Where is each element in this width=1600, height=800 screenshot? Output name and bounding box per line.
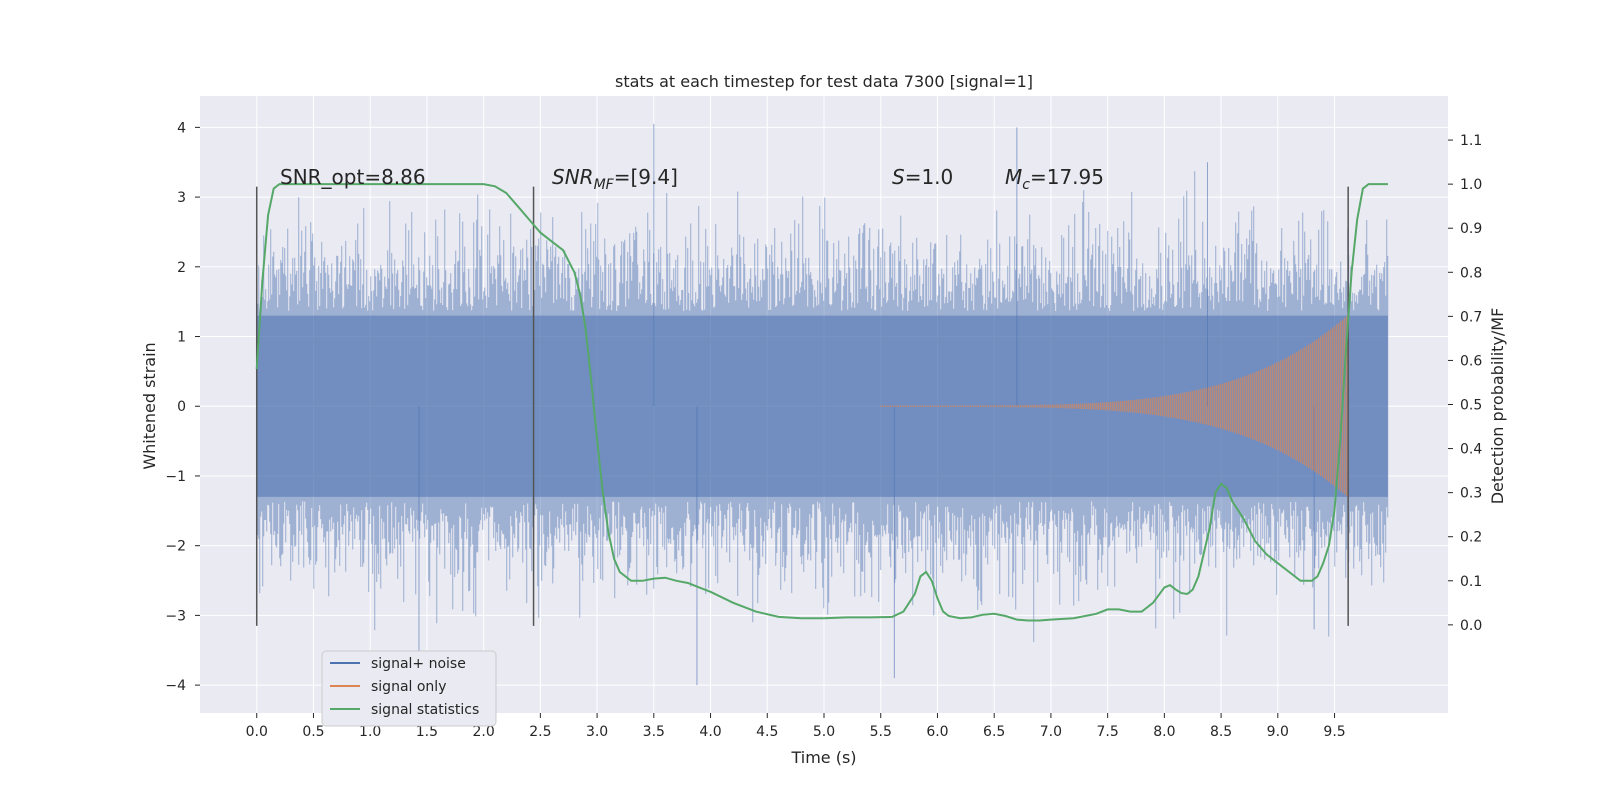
annotation-snr-mf-value: =[9.4] [614, 165, 678, 189]
y-right-tick-label: 0.5 [1460, 398, 1482, 414]
y-tick-label: −4 [165, 678, 186, 694]
annotation-snr-opt: SNR_opt=8.86 [280, 165, 426, 189]
y-right-tick-label: 0.6 [1460, 353, 1482, 369]
y-right-axis-label: Detection probability/MF [1488, 308, 1507, 505]
x-tick-label: 3.0 [586, 724, 608, 740]
series-signal-noise [256, 123, 1389, 686]
x-tick-label: 2.0 [473, 724, 495, 740]
x-tick-label: 7.0 [1040, 724, 1062, 740]
y-right-tick-label: 0.7 [1460, 309, 1482, 325]
y-right-tick-label: 0.4 [1460, 442, 1482, 458]
x-tick-label: 6.5 [983, 724, 1005, 740]
legend-label-signal-statistics: signal statistics [371, 702, 479, 718]
y-right-tick-label: 0.1 [1460, 574, 1482, 590]
y-right-tick-label: 0.9 [1460, 221, 1482, 237]
x-tick-label: 6.0 [926, 724, 948, 740]
annotation-s-main: S [892, 165, 905, 189]
y-tick-label: −1 [165, 469, 186, 485]
y-tick-label: 3 [177, 190, 186, 206]
y-tick-label: 2 [177, 260, 186, 276]
legend-label-signal-only: signal only [371, 679, 446, 695]
data-layer [255, 123, 1389, 686]
y-right-tick-label: 0.2 [1460, 530, 1482, 546]
annotation-snr-mf: SNRMF=[9.4] [552, 165, 678, 193]
x-tick-label: 0.5 [302, 724, 324, 740]
annotation-s-value: =1.0 [905, 165, 954, 189]
annotation-s: S=1.0 [892, 165, 953, 189]
x-tick-label: 1.5 [416, 724, 438, 740]
x-tick-label: 0.0 [246, 724, 268, 740]
x-tick-label: 8.5 [1210, 724, 1232, 740]
y-right-tick-label: 0.0 [1460, 618, 1482, 634]
x-tick-label: 4.5 [756, 724, 778, 740]
axes-layer: 0.0 0.5 1.0 1.5 2.0 2.5 3.0 3.5 4.0 4.5 5.0 5.5 6.0 6… [165, 120, 1482, 740]
y-right-tick-label: 1.0 [1460, 177, 1482, 193]
x-tick-label: 8.0 [1153, 724, 1175, 740]
chart-title: stats at each timestep for test data 730… [615, 72, 1033, 91]
y-tick-label: 1 [177, 330, 186, 346]
annotation-mc-sub: c [1022, 177, 1030, 193]
series-signal-only [880, 316, 1348, 497]
y-tick-label: 4 [177, 120, 186, 136]
y-tick-label: 0 [177, 399, 186, 415]
x-tick-label: 7.5 [1097, 724, 1119, 740]
x-tick-label: 1.0 [359, 724, 381, 740]
y-right-tick-label: 1.1 [1460, 133, 1482, 149]
x-tick-label: 4.0 [699, 724, 721, 740]
legend-box [321, 650, 497, 727]
annotation-snr-mf-main: SNR [552, 165, 594, 189]
x-tick-label: 5.0 [813, 724, 835, 740]
x-tick-label: 3.5 [643, 724, 665, 740]
series-signal-statistics [255, 183, 1388, 622]
annotation-mc-value: =17.95 [1030, 165, 1104, 189]
x-tick-label: 2.5 [529, 724, 551, 740]
y-axis-label: Whitened strain [140, 342, 159, 469]
y-tick-label: −3 [165, 608, 186, 624]
x-axis-label: Time (s) [790, 748, 856, 767]
x-tick-label: 9.0 [1267, 724, 1289, 740]
y-tick-label: −2 [165, 539, 186, 555]
annotation-mc: Mc=17.95 [1005, 165, 1104, 193]
annotation-snr-mf-sub: MF [594, 177, 615, 193]
legend-label-signal-noise: signal+ noise [371, 656, 466, 672]
y-right-tick-label: 0.3 [1460, 486, 1482, 502]
x-tick-label: 9.5 [1323, 724, 1345, 740]
x-tick-label: 5.5 [870, 724, 892, 740]
legend: signal+ noise signal only signal statist… [321, 650, 497, 727]
annotation-mc-main: M [1005, 165, 1022, 189]
y-right-tick-label: 0.8 [1460, 265, 1482, 281]
